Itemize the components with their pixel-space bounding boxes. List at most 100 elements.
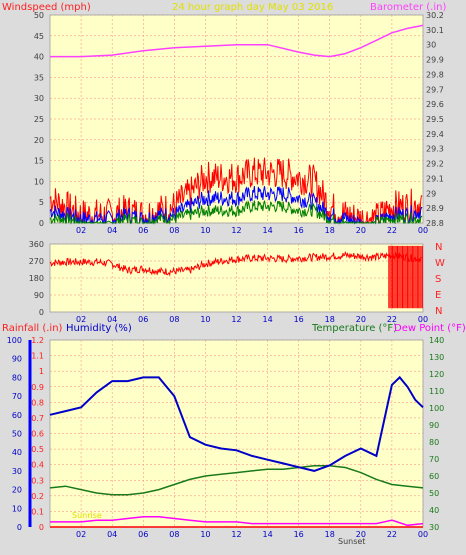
dewpoint-label: Dew Point (°F) [394,323,466,334]
windspeed-label: Windspeed (mph) [2,2,91,13]
x-tick-label: 16 [294,226,304,235]
x-tick-label: 00 [418,226,428,235]
x-tick-label: 18 [325,315,335,324]
x-tick-label: 08 [169,226,179,235]
rain-tick-label: 0.9 [31,383,44,392]
y-right-tick-label: 29.9 [426,56,444,65]
direction-tick-label: 0 [39,308,44,317]
y-right-tick-label: 29.4 [426,130,444,139]
y-right-tick-label: 29.1 [426,174,444,183]
y-left-tick-label: 30 [34,94,44,103]
temperature-tick-label: 50 [429,489,439,498]
x-tick-label: 22 [387,226,397,235]
x-tick-label: 12 [231,226,241,235]
y-right-tick-label: 29.7 [426,85,444,94]
y-right-tick-label: 28.9 [426,204,444,213]
y-right-tick-label: 29.6 [426,100,444,109]
rain-tick-label: 0.2 [31,492,44,501]
series-layer [49,24,424,528]
y-right-tick-label: 29.2 [426,160,444,169]
temperature-tick-label: 130 [429,353,444,362]
y-right-tick-label: 30.1 [426,26,444,35]
humidity-tick-label: 80 [12,373,22,382]
dewpoint-line [50,516,424,527]
humidity-tick-label: 60 [12,411,22,420]
x-tick-label: 06 [138,315,148,324]
y-left-tick-label: 25 [34,115,44,124]
chart-title: 24 hour graph day May 03 2016 [172,2,333,13]
wind-average-line [49,186,423,225]
x-tick-label: 00 [418,315,428,324]
x-tick-label: 08 [169,315,179,324]
temperature-tick-label: 110 [429,387,444,396]
x-tick-label: 14 [262,315,272,324]
x-tick-label: 22 [387,315,397,324]
x-tick-label: 18 [325,530,335,539]
humidity-label: Humidity (%) [66,323,132,334]
x-tick-label: 08 [169,530,179,539]
x-tick-label: 20 [356,226,366,235]
rain-tick-label: 0.3 [31,476,44,485]
temperature-tick-label: 90 [429,421,439,430]
y-left-tick-label: 40 [34,53,44,62]
y-left-tick-label: 5 [39,198,44,207]
x-tick-label: 12 [231,315,241,324]
rainfall-label: Rainfall (.in) [2,323,63,334]
temperature-tick-label: 40 [429,506,439,515]
y-right-tick-label: 29 [426,189,436,198]
y-right-tick-label: 29.8 [426,70,444,79]
y-left-tick-label: 10 [34,177,44,186]
humidity-tick-label: 90 [12,355,22,364]
y-right-tick-label: 28.8 [426,219,444,228]
rain-tick-label: 0.7 [31,414,44,423]
x-tick-label: 22 [387,530,397,539]
temperature-tick-label: 70 [429,455,439,464]
x-tick-label: 06 [138,530,148,539]
y-right-tick-label: 30 [426,41,436,50]
x-tick-label: 20 [356,530,366,539]
rain-tick-label: 1.2 [31,336,44,345]
humidity-tick-label: 20 [12,486,22,495]
x-tick-label: 04 [107,226,117,235]
direction-tick-label: 270 [29,257,44,266]
rain-tick-label: 0 [39,523,44,532]
temperature-tick-label: 60 [429,472,439,481]
direction-label-s: S [435,274,441,285]
humidity-tick-label: 30 [12,467,22,476]
x-tick-label: 06 [138,226,148,235]
temperature-tick-label: 120 [429,370,444,379]
sunrise-label: Sunrise [72,511,102,520]
x-tick-label: 14 [262,530,272,539]
x-tick-label: 00 [418,530,428,539]
temperature-label: Temperature (°F) [311,323,397,334]
temperature-tick-label: 140 [429,336,444,345]
rain-tick-label: 0.1 [31,507,44,516]
rain-tick-label: 0.5 [31,445,44,454]
y-left-tick-label: 45 [34,32,44,41]
direction-label-n-top: N [435,242,442,253]
temperature-tick-label: 30 [429,523,439,532]
y-right-tick-label: 29.3 [426,145,444,154]
y-right-tick-label: 29.5 [426,115,444,124]
y-left-tick-label: 15 [34,157,44,166]
x-tick-label: 12 [231,530,241,539]
rain-tick-label: 0.4 [31,461,44,470]
wind-gust-line [49,157,423,225]
x-tick-label: 16 [294,315,304,324]
sunset-label: Sunset [338,537,365,546]
x-tick-label: 18 [325,226,335,235]
x-tick-label: 14 [262,226,272,235]
x-tick-label: 10 [200,315,210,324]
direction-label-n-bottom: N [435,306,442,317]
temperature-line [49,465,424,496]
rain-tick-label: 1 [39,367,44,376]
x-tick-label: 02 [76,315,86,324]
humidity-tick-label: 50 [12,430,22,439]
x-tick-label: 20 [356,315,366,324]
temperature-tick-label: 100 [429,404,444,413]
y-left-tick-label: 0 [39,219,44,228]
direction-tick-label: 360 [29,240,44,249]
